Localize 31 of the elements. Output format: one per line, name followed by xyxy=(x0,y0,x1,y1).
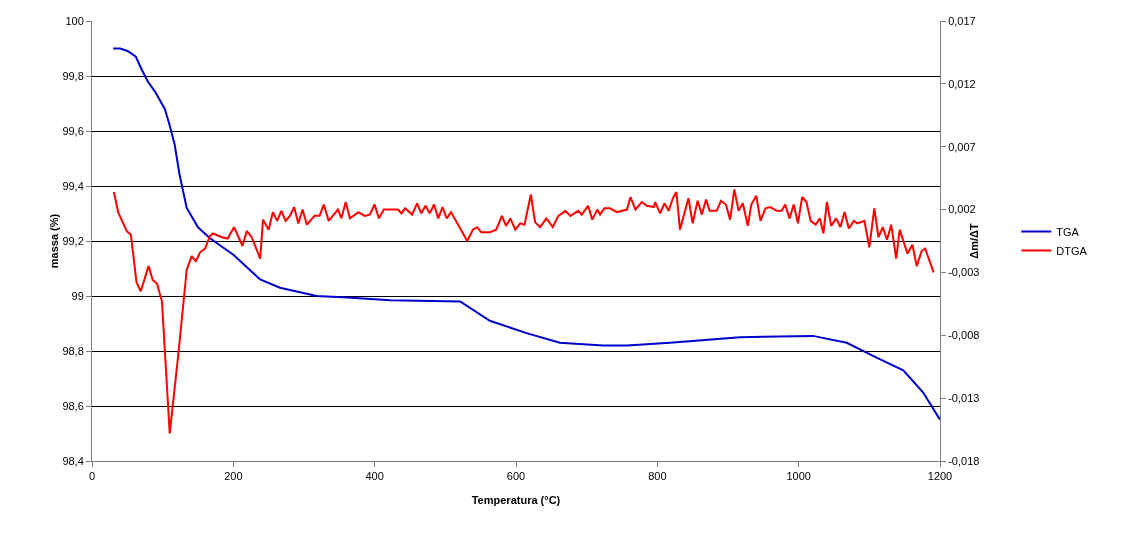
x-axis-title: Temperatura (°C) xyxy=(471,494,561,506)
x-tick-label: 400 xyxy=(365,470,384,483)
y-tick-label: 99,8 xyxy=(62,69,84,82)
legend-label: TGA xyxy=(1056,225,1080,238)
x-tick-label: 1000 xyxy=(786,470,811,483)
y-tick-label: 98,4 xyxy=(62,454,84,467)
legend-label: DTGA xyxy=(1056,244,1088,257)
x-tick-label: 600 xyxy=(506,470,526,483)
y-tick-label: 99 xyxy=(71,289,84,302)
y2-tick-label: 0,017 xyxy=(948,14,976,27)
x-tick-label: 800 xyxy=(648,470,667,483)
y2-axis-title: Δm/ΔT xyxy=(967,223,980,259)
y2-tick-label: 0,002 xyxy=(948,203,976,216)
y2-tick-label: -0,013 xyxy=(948,391,980,404)
y2-tick-label: -0,003 xyxy=(948,266,980,279)
y-tick-label: 100 xyxy=(65,14,84,27)
y-tick-label: 98,8 xyxy=(62,344,84,357)
x-tick-label: 1200 xyxy=(927,470,953,483)
line-series xyxy=(112,47,940,421)
x-tick-label: 0 xyxy=(88,470,96,483)
y2-tick-label: -0,018 xyxy=(948,454,980,467)
y-tick-label: 98,6 xyxy=(62,399,84,412)
y-axis-title: massa (%) xyxy=(48,213,61,269)
y2-tick-label: 0,012 xyxy=(948,77,976,90)
y2-tick-label: -0,008 xyxy=(948,329,980,342)
x-tick-label: 200 xyxy=(224,470,243,483)
line-series xyxy=(112,188,935,435)
y2-tick-label: 0,007 xyxy=(948,140,976,153)
y-tick-label: 99,4 xyxy=(62,179,84,192)
y-tick-label: 99,2 xyxy=(62,234,84,247)
y-tick-label: 99,6 xyxy=(62,124,84,137)
